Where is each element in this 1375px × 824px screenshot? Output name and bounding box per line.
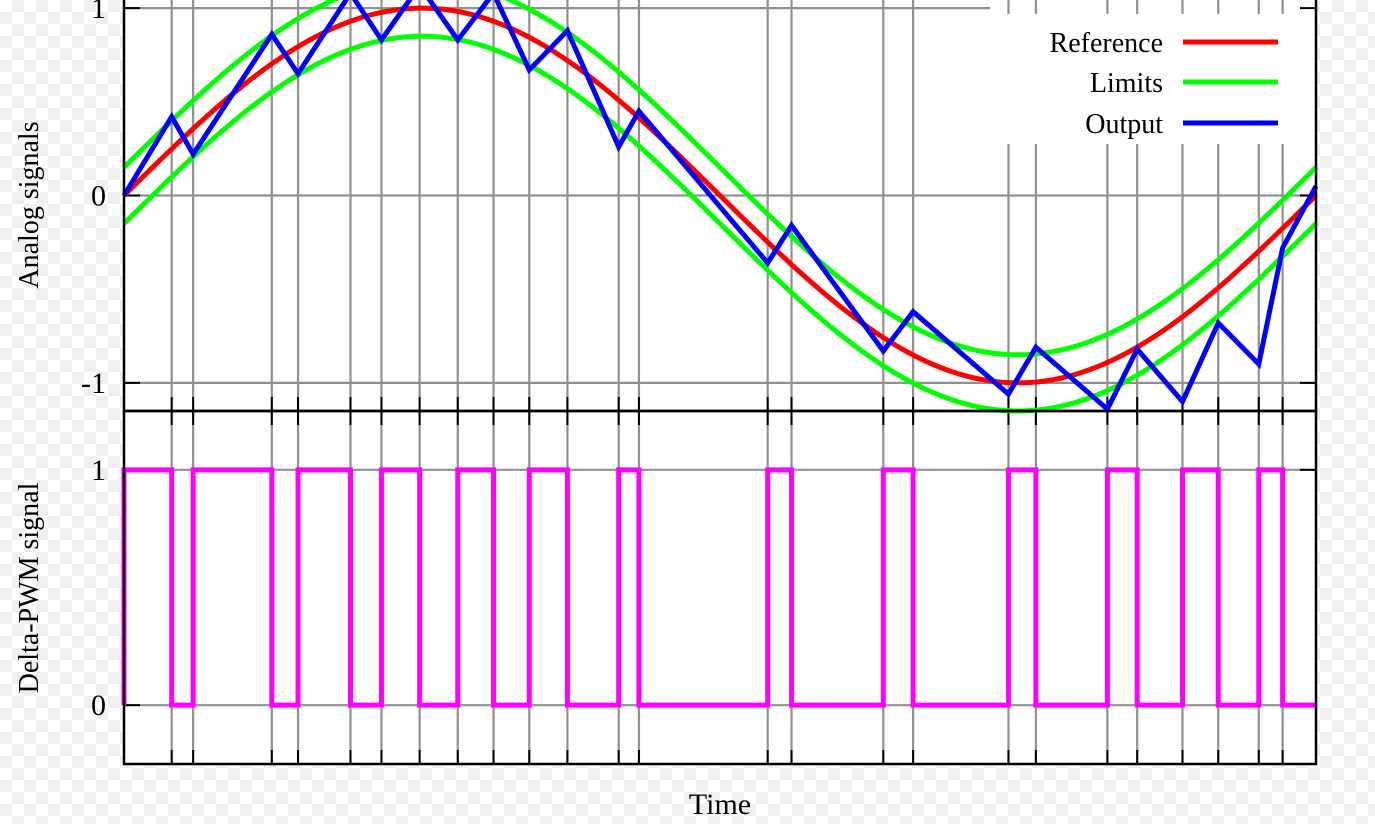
- tick-marks: [124, 7, 1316, 764]
- bottom-ytick-label: 0: [91, 689, 106, 722]
- top-ylabel: Analog signals: [14, 121, 45, 288]
- legend-label-limits: Limits: [1090, 68, 1163, 99]
- bottom-ylabel: Delta-PWM signal: [14, 482, 45, 693]
- top-ytick-label: -1: [81, 367, 106, 400]
- limits-line-upper: [122, 0, 1318, 358]
- plot-frames: [122, 0, 1318, 766]
- top-ytick-label: 0: [91, 180, 106, 213]
- legend-label-reference: Reference: [1050, 28, 1163, 59]
- top-ytick-label: 1: [91, 0, 106, 25]
- delta-pwm-line: [121, 467, 1316, 708]
- series-lines: [121, 0, 1319, 708]
- tick-labels: 1 0 -1 1 0: [81, 0, 106, 722]
- bottom-plot-frame: [122, 409, 1318, 766]
- legend: Reference Limits Output: [1000, 14, 1300, 144]
- bottom-ytick-label: 1: [91, 454, 106, 487]
- legend-label-output: Output: [1085, 109, 1163, 140]
- x-axis-label: Time: [689, 788, 751, 821]
